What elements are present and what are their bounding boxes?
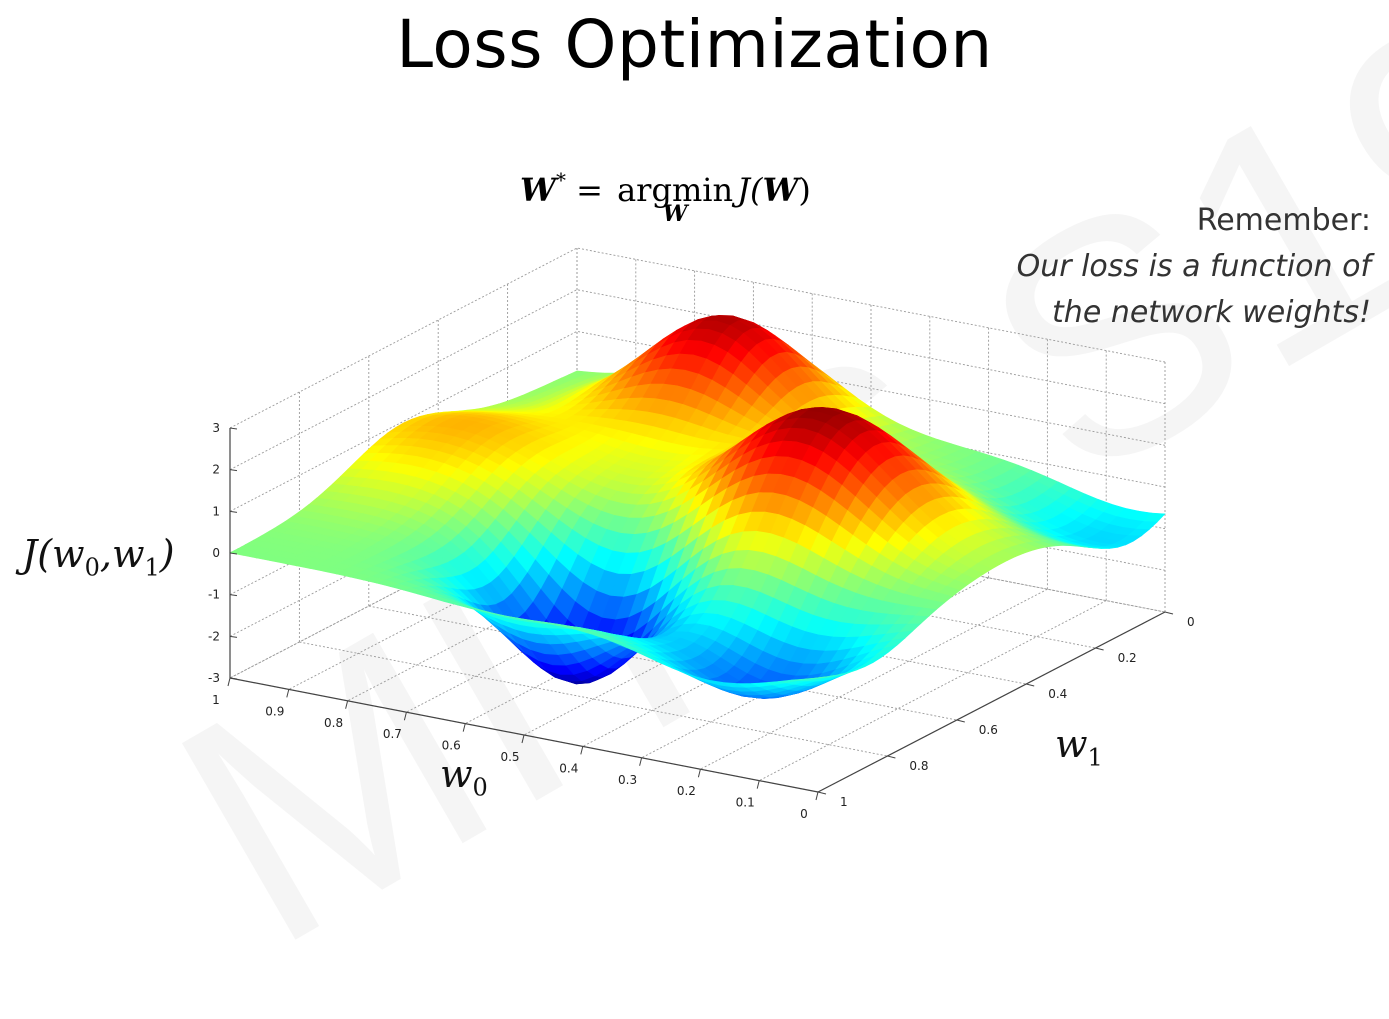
tick-label-w0: 0.6	[442, 739, 461, 753]
chart-axes: 3 2 1 0 -1 -2 -3 1 0.9 0.8 0.7 0.6 0.5 0.4 0.3 0.2 0.1 0 0…	[208, 421, 1195, 820]
tick-label-z: -1	[208, 588, 220, 602]
formula-func-arg: W	[762, 171, 799, 209]
tick-label-w1: 0.2	[1118, 651, 1137, 665]
formula-func: J(	[737, 171, 763, 209]
tick-w0	[580, 746, 584, 755]
tick-z	[229, 552, 238, 555]
remember-line-2: the network weights!	[1052, 295, 1371, 330]
tick-w0	[521, 734, 525, 744]
tick-w1	[887, 755, 896, 759]
remember-line-1: Our loss is a function of	[1016, 249, 1371, 284]
z-axis-label: J(w0,w1)	[22, 532, 175, 582]
tick-label-w0: 0.4	[559, 761, 578, 775]
tick-w0	[227, 677, 231, 687]
tick-label-w1: 0.4	[1048, 687, 1067, 701]
tick-label-z: 3	[212, 421, 220, 435]
tick-z	[229, 427, 238, 430]
tick-w0	[815, 791, 819, 801]
tick-label-w0: 0	[800, 807, 808, 820]
remember-heading: Remember:	[1196, 203, 1371, 238]
tick-z	[229, 510, 238, 513]
tick-label-z: 1	[212, 504, 220, 518]
formula-argmin-sub: W	[662, 201, 688, 227]
x-axis-label: w0	[440, 752, 488, 802]
tick-label-w0: 0.5	[500, 750, 519, 764]
tick-label-w0: 0.1	[736, 796, 755, 810]
tick-w1	[1095, 647, 1104, 651]
loss-surface-chart: 3 2 1 0 -1 -2 -3 1 0.9 0.8 0.7 0.6 0.5 0.4 0.3 0.2 0.1 0 0…	[208, 247, 1195, 820]
formula-star: *	[555, 168, 566, 192]
tick-w0	[286, 689, 290, 698]
tick-label-z: -2	[208, 629, 220, 643]
surface-patch	[804, 676, 826, 680]
tick-label-w0: 1	[212, 693, 220, 707]
tick-z	[229, 594, 238, 597]
y-axis-label: w1	[1055, 722, 1103, 772]
axis-w1	[817, 611, 1166, 793]
tick-label-w1: 0	[1187, 615, 1195, 629]
tick-label-z: 2	[212, 463, 220, 477]
tick-w0	[462, 723, 466, 732]
gridline-w0-floor	[758, 600, 1107, 781]
tick-label-z: -3	[208, 671, 220, 685]
tick-label-z: 0	[212, 546, 220, 560]
tick-w0	[697, 769, 701, 778]
formula-w-star: W	[520, 171, 556, 209]
gridline-w0-floor	[700, 588, 1048, 770]
tick-label-w0: 0.7	[383, 727, 402, 741]
slide-title: Loss Optimization	[396, 6, 993, 83]
formula-argmin: argmin W	[617, 171, 734, 227]
tick-w1	[817, 791, 827, 795]
tick-w0	[345, 700, 349, 709]
tick-w0	[403, 712, 407, 721]
tick-label-w1: 1	[840, 795, 848, 809]
tick-w1	[956, 719, 965, 723]
tick-label-w1: 0.8	[909, 759, 928, 773]
formula-func-close: )	[798, 171, 811, 209]
optimization-formula: W* = argmin W J(W)	[520, 168, 811, 227]
tick-z	[229, 635, 238, 638]
tick-z	[229, 677, 238, 680]
tick-w0	[639, 757, 643, 766]
tick-w1	[1164, 611, 1174, 615]
remember-note: Remember: Our loss is a function of the …	[951, 198, 1371, 336]
loss-surface	[229, 315, 1166, 699]
tick-label-w0: 0.8	[324, 716, 343, 730]
tick-z	[229, 469, 238, 472]
tick-label-w0: 0.2	[677, 784, 696, 798]
tick-label-w1: 0.6	[979, 723, 998, 737]
formula-equals: =	[576, 171, 603, 209]
tick-w1	[1026, 683, 1035, 687]
tick-w0	[756, 780, 760, 789]
tick-label-w0: 0.9	[265, 704, 284, 718]
tick-label-w0: 0.3	[618, 773, 637, 787]
